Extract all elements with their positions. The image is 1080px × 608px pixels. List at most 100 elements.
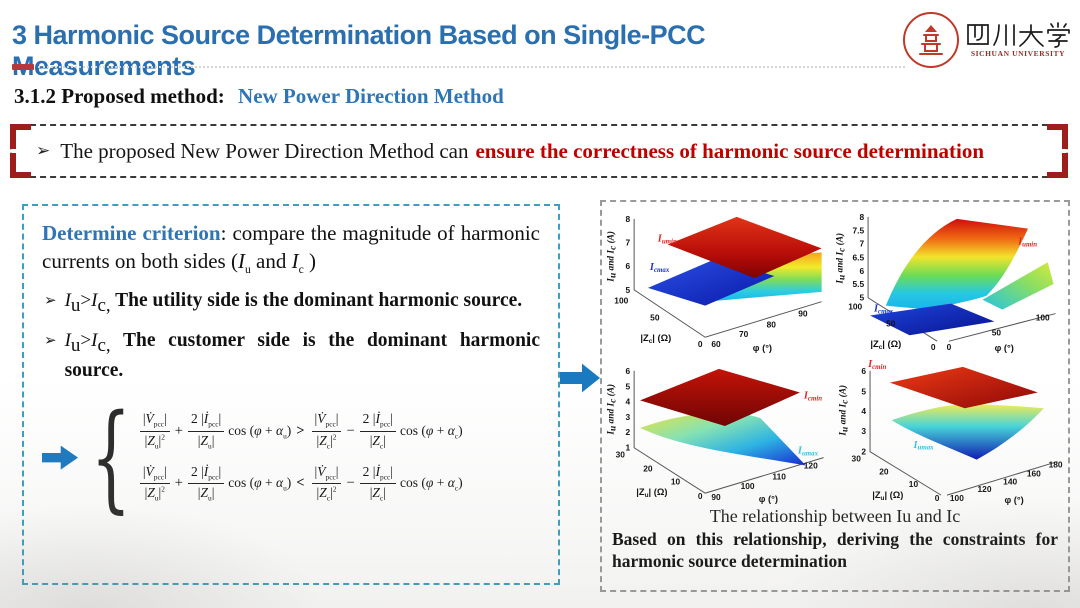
implies-arrow-icon: [42, 445, 78, 470]
svg-text:7.5: 7.5: [852, 226, 864, 236]
svg-text:90: 90: [711, 492, 721, 502]
y-axis-label: |Zc| (Ω): [870, 339, 901, 351]
surface-label-icmax: Icmax: [873, 304, 894, 316]
fraction-2ipcc-over-zu: 2 |İpcc| |Zu|: [187, 464, 225, 504]
dotted-line: [38, 66, 905, 68]
surface-plot-icmin-iumax-phi90-120: 6 5 4 3 2 1 Iu and Ic (A) 30 20 10 0 |Zu…: [605, 366, 824, 504]
svg-text:90: 90: [798, 309, 808, 319]
svg-text:100: 100: [950, 493, 964, 503]
svg-text:30: 30: [616, 450, 626, 460]
svg-text:50: 50: [650, 312, 660, 322]
svg-text:7: 7: [859, 238, 864, 248]
arrow-bullet-icon: ➢: [44, 330, 57, 349]
fraction-vpcc-over-zu2: |V̇pcc| |Zu|2: [139, 464, 170, 504]
conclusion-text: Based on this relationship, deriving the…: [612, 529, 1058, 571]
surface-label-iumin: Iumin: [657, 234, 677, 246]
banner-text: The proposed New Power Direction Method …: [60, 138, 469, 163]
system-brace: {: [90, 389, 132, 525]
svg-text:7: 7: [626, 237, 631, 247]
bullet-utility-side: ➢ Iu>Ic, The utility side is the dominan…: [42, 288, 540, 319]
svg-text:4: 4: [626, 396, 631, 406]
y-axis-label: |Zu| (Ω): [636, 487, 667, 499]
surface-label-icmin: Icmin: [803, 390, 822, 402]
svg-text:180: 180: [1049, 460, 1063, 470]
svg-text:0: 0: [931, 342, 936, 352]
section-heading: 3.1.2 Proposed method: New Power Directi…: [14, 84, 504, 109]
relation-symbol: <: [296, 475, 305, 492]
svg-text:100: 100: [741, 481, 755, 491]
svg-text:10: 10: [909, 479, 919, 489]
corner-bracket-icon: [10, 153, 31, 178]
svg-text:6: 6: [626, 261, 631, 271]
section-method-name: New Power Direction Method: [238, 84, 504, 108]
fraction-2ipcc-over-zc: 2 |İpcc| |Zc|: [359, 464, 396, 504]
red-dash-accent: [12, 64, 34, 70]
svg-text:2: 2: [861, 447, 866, 457]
svg-text:110: 110: [772, 471, 786, 481]
fraction-vpcc-over-zu2: |V̇pcc| |Zu|2: [139, 411, 170, 451]
svg-text:0: 0: [947, 342, 952, 352]
svg-text:0: 0: [698, 491, 703, 501]
svg-text:3: 3: [626, 412, 631, 422]
svg-text:80: 80: [767, 319, 777, 329]
axes: [633, 370, 824, 494]
svg-text:8: 8: [626, 214, 631, 224]
university-logo: SICHUAN UNIVERSITY: [903, 12, 1070, 68]
svg-text:120: 120: [804, 460, 818, 470]
surface-label-iumax: Iumax: [912, 440, 934, 452]
surface-plot-iumin-icmax-phi0-100: 8 7.5 7 6.5 6 5.5 5 Iu and Ic (A) 100 50…: [834, 212, 1056, 353]
inequality-system: { |V̇pcc| |Zu|2 + 2 |İpcc| |Zu| cos (φ +…: [42, 389, 540, 525]
cos-term-alpha-c: cos (φ + αc): [399, 422, 463, 441]
svg-text:1: 1: [626, 443, 631, 453]
svg-text:20: 20: [879, 466, 889, 476]
seal-pagoda-icon: [919, 25, 943, 55]
fraction-vpcc-over-zc2: |V̇pcc| |Zc|2: [311, 411, 342, 451]
fraction-2ipcc-over-zu: 2 |İpcc| |Zu|: [187, 411, 225, 451]
inequality-row-1: |V̇pcc| |Zu|2 + 2 |İpcc| |Zu| cos (φ + α…: [138, 411, 463, 451]
axes: [633, 218, 822, 338]
svg-text:100: 100: [1036, 312, 1050, 322]
z-axis-label: Iu and Ic (A): [834, 233, 847, 285]
relation-symbol: >: [296, 423, 305, 440]
surface-label-iumin: Iumin: [1017, 236, 1037, 248]
svg-text:4: 4: [861, 406, 866, 416]
svg-text:2: 2: [626, 427, 631, 437]
plots-caption: The relationship between Iu and Ic: [709, 506, 961, 526]
key-message-banner: ➢ The proposed New Power Direction Metho…: [10, 124, 1068, 178]
z-axis-label: Iu and Ic (A): [837, 385, 850, 437]
corner-bracket-icon: [1047, 153, 1068, 178]
svg-text:160: 160: [1027, 468, 1041, 478]
svg-text:120: 120: [978, 484, 992, 494]
svg-text:100: 100: [614, 296, 628, 306]
svg-text:5: 5: [861, 386, 866, 396]
university-seal-icon: [903, 12, 959, 68]
svg-text:6: 6: [626, 366, 631, 376]
arrow-bullet-icon: ➢: [44, 291, 57, 310]
svg-text:6: 6: [861, 366, 866, 376]
x-axis-label: φ (°): [995, 343, 1014, 353]
z-axis-label: Iu and Ic (A): [605, 231, 618, 283]
university-wordmark-cn: [967, 22, 1070, 48]
arrow-bullet-icon: ➢: [36, 141, 51, 161]
svg-text:20: 20: [643, 463, 653, 473]
page-title: 3 Harmonic Source Determination Based on…: [12, 20, 706, 81]
surface-plot-iumin-icmax-phi60-90: 8 7 6 5 Iu and Ic (A) 100 50 0 |Zc| (Ω) …: [605, 214, 822, 353]
svg-text:10: 10: [671, 476, 681, 486]
bullet-customer-side: ➢ Iu>Ic, The customer side is the domina…: [42, 328, 540, 384]
x-axis-label: φ (°): [759, 494, 778, 504]
surface-plots-panel: 8 7 6 5 Iu and Ic (A) 100 50 0 |Zc| (Ω) …: [600, 200, 1070, 592]
cos-term-alpha-u: cos (φ + αu): [228, 422, 292, 441]
corner-bracket-icon: [10, 124, 31, 149]
surface-label-icmax: Icmax: [649, 262, 670, 274]
banner-emphasis: ensure the correctness of harmonic sourc…: [475, 138, 985, 163]
section-number: 3.1.2 Proposed method:: [14, 84, 225, 108]
surfaces: [870, 218, 1054, 336]
svg-text:6: 6: [859, 266, 864, 276]
svg-text:5.5: 5.5: [852, 279, 864, 289]
surface-plot-icmin-iumax-phi100-180: 6 5 4 3 2 Iu and Ic (A) 30 20 10 0 |Zu| …: [837, 359, 1063, 505]
svg-text:6.5: 6.5: [852, 252, 864, 262]
x-axis-label: φ (°): [753, 343, 772, 353]
corner-bracket-icon: [1047, 124, 1068, 149]
svg-text:140: 140: [1003, 476, 1017, 486]
panel-link-arrow-icon: [560, 363, 600, 393]
